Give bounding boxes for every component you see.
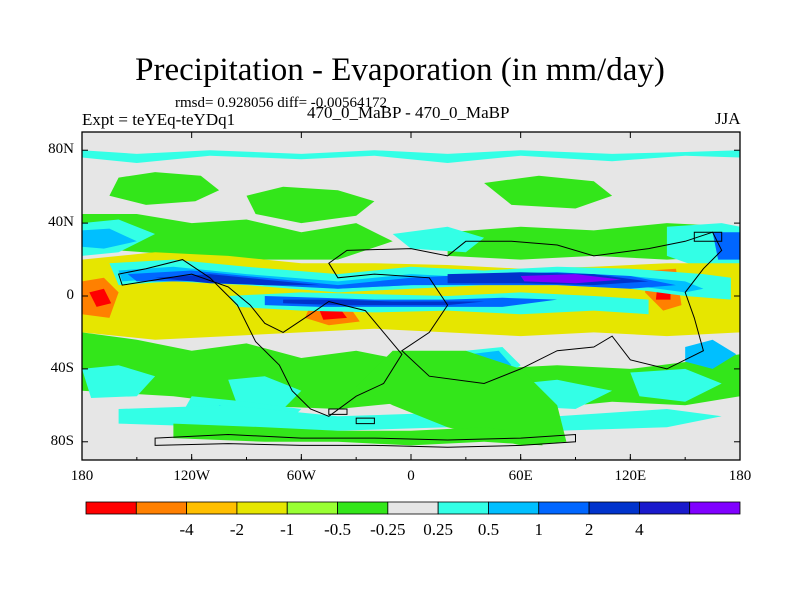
nh-storm-blue-west	[82, 228, 137, 249]
x-tick-label: 60W	[286, 468, 316, 484]
x-tick-label: 0	[407, 468, 415, 484]
field-layer	[82, 150, 740, 446]
y-tick-label: 80N	[48, 141, 74, 158]
colorbar-swatch	[286, 501, 338, 515]
itcz-north-violet	[520, 274, 622, 284]
colorbar-swatch	[337, 501, 389, 515]
x-tick-label: 120E	[614, 468, 647, 484]
colorbar-swatch	[387, 501, 439, 515]
colorbar-swatch	[437, 501, 489, 515]
sa-green-strip	[356, 350, 567, 446]
colorbar-label: -0.5	[324, 520, 351, 539]
nh-cyan-central	[392, 226, 485, 253]
coastline-island-b	[355, 417, 375, 425]
y-tick-label: 0	[66, 287, 75, 303]
colorbar-label: 0.25	[423, 520, 454, 539]
nh-green-blob-central	[246, 186, 375, 224]
colorbar-label: -1	[280, 520, 295, 539]
x-tick-label: 180	[70, 468, 94, 484]
y-tick-label: 40N	[48, 214, 74, 231]
colorbar-swatch	[689, 501, 741, 515]
center-label: 470_0_MaBP - 470_0_MaBP	[307, 103, 510, 122]
colorbar-label: 1	[534, 520, 544, 539]
itcz-south-darkblue	[283, 299, 485, 306]
colorbar-swatch	[85, 501, 137, 515]
tick-layer	[81, 132, 741, 460]
colorbar-swatch	[638, 501, 691, 515]
x-tick-label: 60E	[508, 468, 533, 484]
trop-red-west	[89, 288, 112, 307]
colorbar-label: 0.5	[477, 520, 500, 539]
nh-green-midlat-west	[82, 214, 393, 260]
plot-subtitle: rmsd= 0.928056 diff= -0.00564172	[175, 95, 388, 111]
colorbar-swatch	[186, 501, 238, 515]
colorbar-label: 4	[635, 520, 644, 539]
colorbar-swatch	[488, 501, 540, 515]
y-tick-label: 80S	[50, 432, 74, 449]
trop-red-atlantic	[319, 310, 347, 320]
sh-cyan-blob-east	[630, 368, 722, 402]
arctic-cyan-band	[82, 150, 740, 163]
coastline-continent-a	[117, 259, 403, 417]
plot-title: Precipitation - Evaporation (in mm/day)	[135, 52, 665, 88]
colorbar-label: -0.25	[370, 520, 406, 539]
colorbar-label: -2	[229, 520, 244, 539]
nh-green-blob-west	[109, 172, 220, 205]
colorbar-swatch	[538, 501, 590, 515]
nh-green-blob-east	[484, 175, 613, 209]
left-label: Expt = teYEq-teYDq1	[82, 110, 236, 129]
colorbar-swatch	[135, 501, 188, 515]
colorbar	[85, 501, 741, 515]
sh-cyan-southern	[118, 405, 722, 431]
sh-cyan-blob-west	[82, 365, 156, 398]
coastline-continent-c	[154, 433, 576, 448]
y-tick-label: 40S	[50, 359, 74, 376]
coastline-island-a	[328, 408, 348, 415]
coastline-island-c	[693, 231, 723, 242]
colorbar-label: -4	[179, 520, 194, 539]
colorbar-label: 2	[584, 520, 594, 539]
colorbar-swatch	[236, 501, 288, 515]
coastline-layer	[117, 231, 723, 448]
sh-lightblue-blob-east	[685, 339, 737, 369]
itcz-north-darkblue	[155, 274, 320, 286]
coastline-continent-b	[328, 231, 723, 385]
colorbar-swatch	[588, 501, 640, 515]
x-tick-label: 180	[728, 468, 752, 484]
x-tick-label: 120W	[173, 468, 210, 484]
season-label: JJA	[715, 109, 741, 128]
sh-cyan-blob-central	[228, 376, 302, 409]
